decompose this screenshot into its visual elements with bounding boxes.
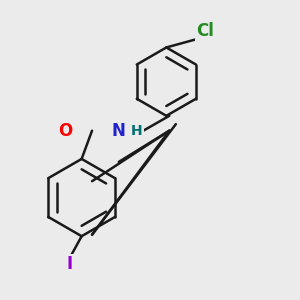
- Text: H: H: [131, 124, 142, 138]
- Text: I: I: [67, 255, 73, 273]
- Text: O: O: [58, 122, 72, 140]
- Text: N: N: [112, 122, 126, 140]
- Text: Cl: Cl: [196, 22, 214, 40]
